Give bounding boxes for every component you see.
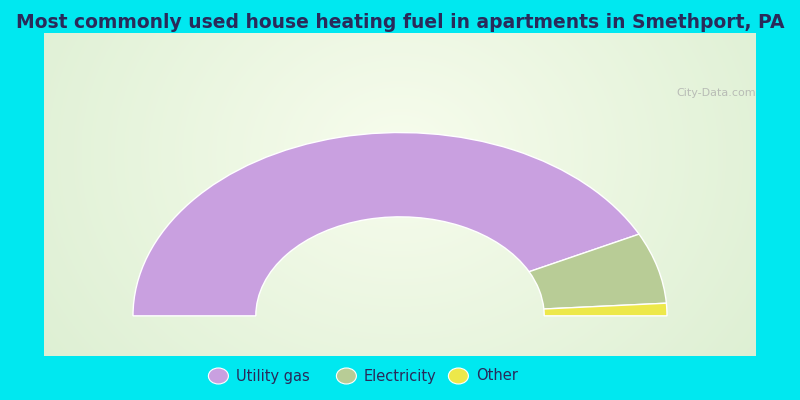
- Text: Electricity: Electricity: [364, 368, 437, 384]
- Text: Other: Other: [476, 368, 518, 384]
- Text: Most commonly used house heating fuel in apartments in Smethport, PA: Most commonly used house heating fuel in…: [16, 12, 784, 32]
- Text: Utility gas: Utility gas: [236, 368, 310, 384]
- Wedge shape: [133, 132, 639, 316]
- Wedge shape: [544, 303, 667, 316]
- Wedge shape: [529, 234, 666, 309]
- Text: City-Data.com: City-Data.com: [676, 88, 756, 98]
